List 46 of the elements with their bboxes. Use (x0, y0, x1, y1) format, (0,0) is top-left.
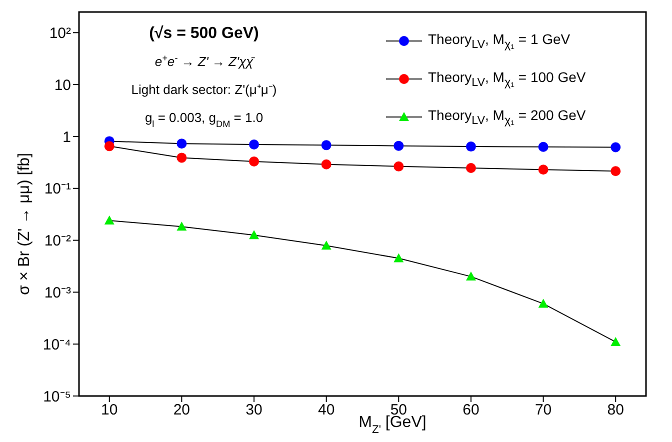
point (610, 336, 621, 346)
point (249, 140, 260, 150)
point (610, 166, 621, 176)
point (104, 141, 114, 152)
y-tick-label: 10⁻¹ (44, 180, 71, 198)
point (249, 156, 260, 166)
point (538, 142, 548, 152)
point (249, 230, 260, 240)
legend-label: Theory$_{LV}$, M$_{χ₁}$ = 1 GeV (428, 31, 570, 51)
point (538, 164, 548, 175)
point (321, 159, 332, 170)
point (321, 140, 332, 150)
x-tick-label: 70 (534, 402, 552, 419)
x-tick-label: 30 (246, 402, 262, 419)
point (610, 142, 621, 152)
point (394, 161, 404, 172)
y-tick-label: 10⁻⁵ (43, 388, 71, 406)
x-tick-label: 10 (101, 402, 118, 419)
annotation: e$^{+}$e$^{-}$ → Z' → Z'χχ̄ (154, 53, 256, 69)
point (538, 298, 548, 308)
point (176, 222, 187, 231)
y-tick-label: 10⁻² (44, 232, 71, 250)
x-tick-label: 80 (607, 402, 624, 419)
point (394, 140, 404, 151)
point (321, 240, 332, 250)
x-tick-label: 20 (173, 402, 190, 419)
point (466, 162, 476, 173)
y-tick-label: 10⁻⁴ (42, 336, 71, 354)
point (466, 272, 476, 281)
legend-label: Theory$_{LV}$, M$_{χ₁}$ = 200 GeV (428, 107, 586, 127)
annotation: g$_{l}$ = 0.003, g$_{DM}$ = 1.0 (144, 110, 264, 129)
y-axis-title: σ × Br (Z' → μμ) [fb] (16, 152, 33, 296)
y-tick-label: 10 (54, 76, 71, 94)
point (394, 253, 404, 262)
y-tick-label: 10² (49, 24, 71, 42)
x-tick-label: 60 (462, 402, 480, 419)
point (104, 216, 114, 225)
legend-label: Theory$_{LV}$, M$_{χ₁}$ = 100 GeV (428, 69, 586, 89)
y-tick-label: 1 (62, 128, 71, 146)
point (176, 138, 187, 149)
x-tick-label: 40 (318, 402, 335, 419)
y-tick-label: 10⁻³ (44, 284, 71, 302)
point (176, 152, 187, 163)
annotation: Light dark sector: Z'(μ⁺μ⁻) (131, 82, 277, 97)
annotation: (√s = 500 GeV) (149, 25, 259, 42)
point (466, 142, 476, 152)
